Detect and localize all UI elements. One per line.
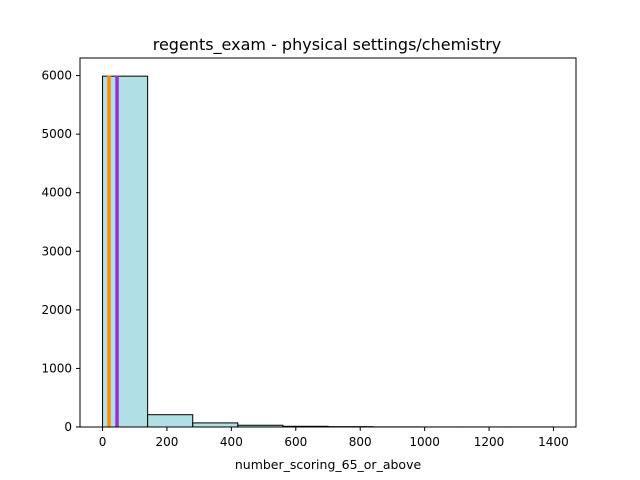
y-tick-label: 2000 (41, 303, 72, 317)
histogram-bar-3 (192, 422, 239, 428)
y-axis-ticks: 0 1000 2000 3000 4000 5000 6000 (41, 69, 80, 434)
x-tick-label: 800 (349, 435, 372, 449)
y-tick-label: 3000 (41, 244, 72, 258)
x-tick-label: 200 (156, 435, 179, 449)
x-tick-label: 600 (284, 435, 307, 449)
y-tick-label: 6000 (41, 69, 72, 83)
x-tick-label: 0 (99, 435, 107, 449)
x-tick-label: 1000 (409, 435, 440, 449)
x-tick-label: 1400 (538, 435, 569, 449)
chart-title: regents_exam - physical settings/chemist… (153, 35, 502, 55)
x-axis-label: number_scoring_65_or_above (235, 457, 422, 472)
x-axis-ticks: 0 200 400 600 800 1000 1200 1400 (99, 427, 569, 449)
reference-lines (107, 75, 119, 427)
y-tick-label: 1000 (41, 361, 72, 375)
y-tick-label: 4000 (41, 186, 72, 200)
histogram-bar-2 (147, 414, 194, 428)
plot-area-frame (79, 57, 577, 428)
y-tick-label: 0 (64, 420, 72, 434)
x-tick-label: 1200 (474, 435, 505, 449)
y-tick-label: 5000 (41, 127, 72, 141)
x-tick-label: 400 (220, 435, 243, 449)
